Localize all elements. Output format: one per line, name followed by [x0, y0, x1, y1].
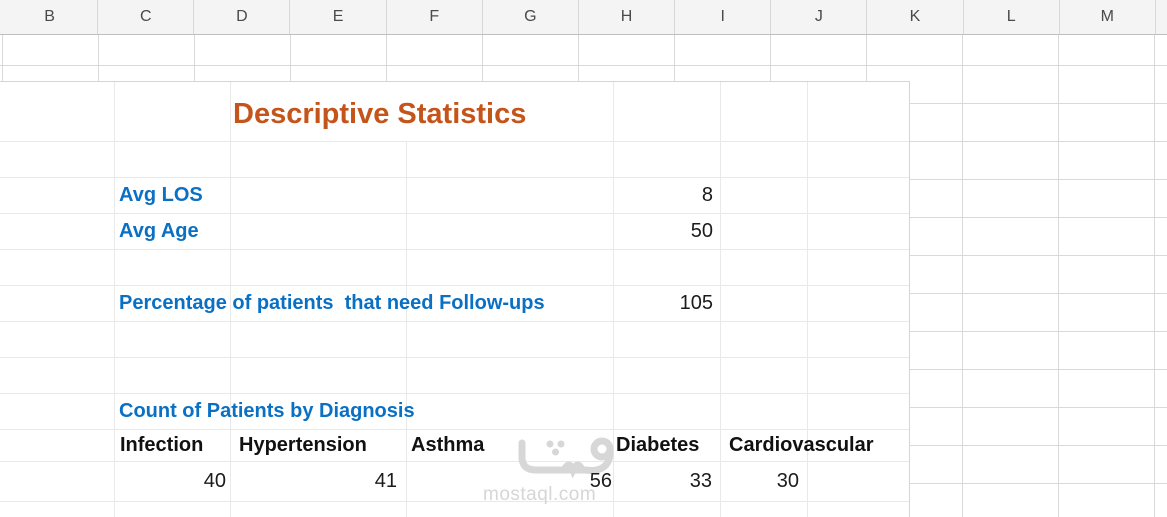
panel-gridline	[0, 393, 909, 394]
panel-gridline	[0, 461, 909, 462]
panel-gridline	[0, 321, 909, 322]
avg-age-label[interactable]: Avg Age	[119, 220, 199, 242]
panel-gridline	[0, 213, 909, 214]
panel-gridline	[720, 82, 721, 517]
panel-gridline	[0, 177, 909, 178]
panel-gridline	[0, 141, 909, 142]
mostaql-logo-watermark	[492, 432, 616, 484]
panel-gridline	[0, 429, 909, 430]
page-title[interactable]: Descriptive Statistics	[233, 98, 527, 130]
avg-los-value[interactable]: 8	[701, 184, 713, 206]
diagnosis-value-asthma[interactable]: 56	[589, 470, 612, 492]
column-header-D[interactable]: D	[194, 0, 291, 34]
diagnosis-value-infection[interactable]: 40	[203, 470, 226, 492]
avg-los-label[interactable]: Avg LOS	[119, 184, 203, 206]
panel-gridline	[613, 82, 614, 517]
column-header-F[interactable]: F	[387, 0, 483, 34]
panel-gridline	[0, 501, 909, 502]
diagnosis-value-cardiovascular[interactable]: 30	[776, 470, 799, 492]
stats-panel: Descriptive Statistics Avg LOS 8 Avg Age…	[0, 81, 910, 517]
column-header-G[interactable]: G	[483, 0, 579, 34]
diagnosis-value-hypertension[interactable]: 41	[374, 470, 397, 492]
followups-label[interactable]: Percentage of patients that need Follow-…	[119, 292, 545, 314]
column-header-row: B C D E F G H I J K L M	[0, 0, 1167, 35]
diagnosis-header-asthma[interactable]: Asthma	[411, 434, 485, 456]
column-header-L[interactable]: L	[964, 0, 1060, 34]
column-header-B[interactable]: B	[2, 0, 99, 34]
watermark-domain-text: mostaql.com	[483, 484, 597, 505]
diagnosis-header-infection[interactable]: Infection	[120, 434, 204, 456]
diagnosis-value-diabetes[interactable]: 33	[689, 470, 712, 492]
panel-gridline	[0, 249, 909, 250]
panel-gridline	[114, 82, 115, 517]
panel-gridline	[230, 82, 231, 517]
diagnosis-header-cardiovascular[interactable]: Cardiovascular	[729, 434, 874, 456]
column-header-H[interactable]: H	[579, 0, 676, 34]
column-header-M[interactable]: M	[1060, 0, 1156, 34]
column-header-E[interactable]: E	[290, 0, 387, 34]
diagnosis-header-diabetes[interactable]: Diabetes	[616, 434, 700, 456]
panel-gridline	[406, 141, 407, 517]
column-header-C[interactable]: C	[98, 0, 195, 34]
column-header-K[interactable]: K	[867, 0, 964, 34]
followups-value[interactable]: 105	[679, 292, 713, 314]
column-header-I[interactable]: I	[675, 0, 772, 34]
diagnosis-section-title[interactable]: Count of Patients by Diagnosis	[119, 400, 415, 422]
panel-gridline	[0, 285, 909, 286]
diagnosis-header-hypertension[interactable]: Hypertension	[239, 434, 367, 456]
panel-gridline	[0, 357, 909, 358]
column-header-J[interactable]: J	[771, 0, 868, 34]
avg-age-value[interactable]: 50	[690, 220, 713, 242]
panel-gridline	[807, 82, 808, 517]
